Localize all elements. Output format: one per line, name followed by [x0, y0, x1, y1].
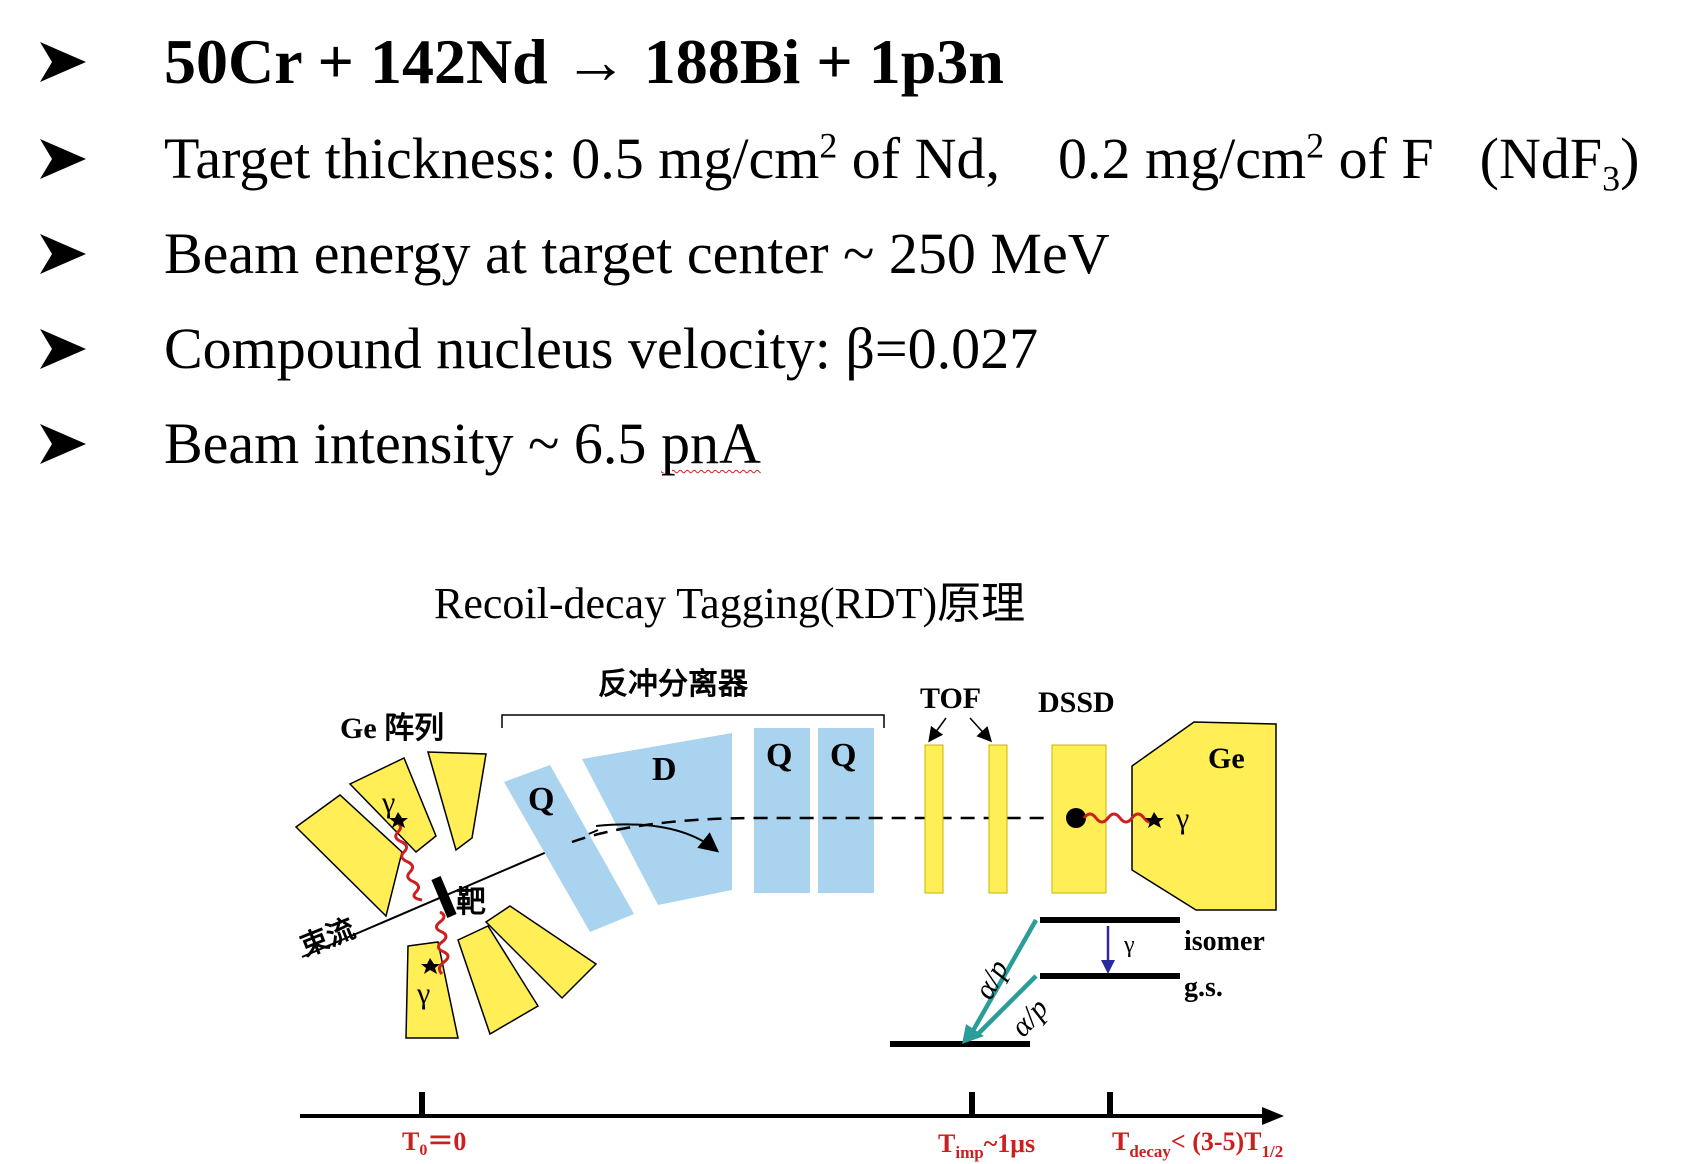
arrow-bullet-icon [40, 424, 86, 464]
gamma-burst-icon [421, 958, 440, 974]
q2-label: Q [766, 737, 792, 774]
recoil-separator [504, 728, 874, 932]
bullet-target-thickness: Target thickness: 0.5 mg/cm2 of Nd, 0.2 m… [38, 125, 1640, 199]
beam-label: 束流 [296, 913, 360, 964]
diagram-title: Recoil-decay Tagging(RDT)原理 [434, 579, 1025, 628]
gamma-ray-upper [394, 820, 423, 902]
tof-arrow-left [928, 717, 947, 743]
ge-array [294, 751, 598, 1039]
alpha-transition-isomer [968, 918, 1038, 1038]
gamma-burst-icon [1145, 812, 1164, 828]
bullet-beam-energy: Beam energy at target center ~ 250 MeV [38, 225, 1110, 283]
target-thickness-text: Target thickness: 0.5 mg/cm2 of Nd, 0.2 m… [164, 125, 1640, 199]
arrow-bullet-icon [40, 234, 86, 274]
implanted-nucleus [1066, 808, 1086, 828]
bullet-velocity: Compound nucleus velocity: β=0.027 [38, 320, 1038, 378]
separator-label: 反冲分离器 [598, 668, 749, 701]
beam-energy-text: Beam energy at target center ~ 250 MeV [164, 221, 1110, 286]
ge-detector-lower-3 [484, 905, 598, 1000]
isomer-gamma-arrowhead [1101, 960, 1115, 974]
tof-detector-2 [988, 744, 1008, 894]
d-label: D [652, 751, 677, 788]
gamma-label-decay: γ [1175, 802, 1189, 835]
t0-label: T0＝0 [402, 1127, 466, 1159]
gamma-ray-decay [1082, 812, 1158, 824]
ge-array-label: Ge 阵列 [340, 712, 444, 745]
bullet-intensity: Beam intensity ~ 6.5 pnA [38, 415, 761, 473]
time-axis-arrowhead [1262, 1107, 1284, 1125]
gamma-burst-icon [389, 812, 408, 828]
arrow-bullet-icon [40, 42, 86, 82]
quadrupole-2 [754, 728, 810, 893]
separator-bracket [501, 714, 885, 728]
gamma-label-upper: γ [381, 786, 395, 819]
target [431, 876, 457, 918]
timp-label: Timp~1μs [938, 1129, 1035, 1162]
ge-clover-detector [1131, 721, 1277, 911]
intensity-text: Beam intensity ~ 6.5 pnA [164, 411, 761, 476]
target-label: 靶 [456, 886, 486, 919]
alpha-arrowhead [962, 1024, 984, 1044]
quadrupole-3 [818, 728, 874, 893]
tof-detector-1 [924, 744, 944, 894]
deflected-beam-arrow [595, 823, 720, 853]
quadrupole-1 [504, 765, 634, 932]
tof-label: TOF [920, 682, 981, 715]
dipole [582, 733, 732, 905]
bullet-reaction: 50Cr + 142Nd → 188Bi + 1p3n [38, 30, 1004, 94]
tof-arrow-right [969, 717, 993, 743]
gamma-label-lower: γ [416, 977, 430, 1010]
gs-label: g.s. [1184, 972, 1223, 1003]
alpha-p-label-1: α/p [968, 954, 1015, 1004]
dssd-label: DSSD [1038, 686, 1115, 719]
alpha-transition-gs [974, 974, 1038, 1038]
ge-detector-lower-2 [457, 925, 540, 1036]
ge-detector-upper-3 [426, 751, 487, 852]
arrow-bullet-icon [40, 329, 86, 369]
q1-label: Q [528, 781, 554, 818]
isomer-gamma-label: γ [1123, 932, 1135, 958]
gamma-ray-lower [435, 910, 450, 976]
q3-label: Q [830, 737, 856, 774]
ge-label: Ge [1208, 742, 1245, 775]
velocity-text: Compound nucleus velocity: β=0.027 [164, 316, 1039, 381]
arrow-bullet-icon [40, 139, 86, 179]
tdecay-label: Tdecay< (3-5)T1/2 [1112, 1127, 1283, 1161]
reaction-text: 50Cr + 142Nd → 188Bi + 1p3n [164, 26, 1004, 97]
isomer-label: isomer [1184, 926, 1265, 957]
ge-detector-upper-2 [348, 756, 437, 854]
ge-detector-lower-1 [405, 941, 459, 1039]
